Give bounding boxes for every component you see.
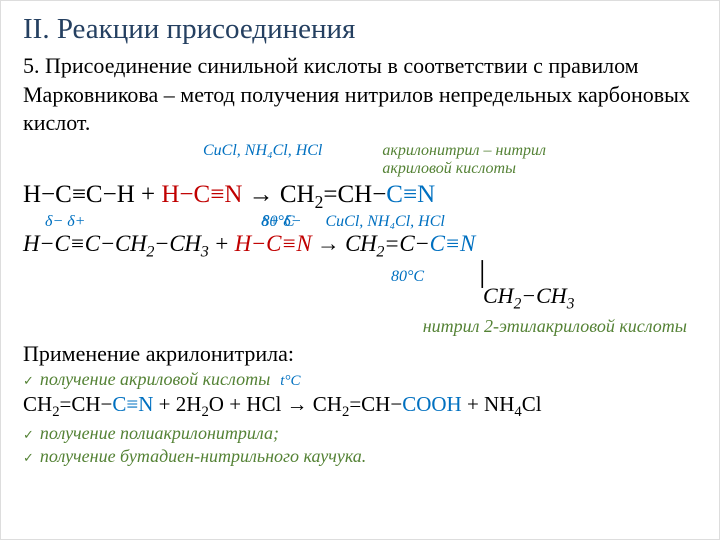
bullet-1-text: получение акриловой кислоты [40, 369, 270, 390]
eq2-plus: + [208, 231, 234, 256]
product-label-1b: акриловой кислоты [382, 160, 516, 177]
check-icon: ✓ [23, 427, 34, 443]
product-label-1a: акрилонитрил – нитрил [382, 142, 546, 159]
eq1-prod-eq: ≡ [403, 181, 417, 208]
bullet-3: ✓ получение бутадиен-нитрильного каучука… [23, 446, 697, 467]
eq1-hcn-h: H− [161, 181, 193, 208]
eq3-n: N [138, 392, 153, 416]
check-icon: ✓ [23, 450, 34, 466]
eq3-cl: Cl [522, 392, 542, 416]
eq2-s2b: 2 [376, 243, 384, 260]
catalyst-2: CuCl, NH₄Cl, HCl [325, 213, 444, 231]
eq1-prod-c: C [386, 181, 403, 208]
slide-title: II. Реакции присоединения [23, 13, 697, 46]
eq1-hcn-c: C [194, 181, 211, 208]
eq1-reactant: H−C≡C−H + [23, 181, 161, 208]
bullet-2: ✓ получение полиакрилонитрила; [23, 423, 697, 444]
product-name-2: нитрил 2-этилакриловой кислоты [23, 316, 687, 337]
eq1-hcn-n: N [224, 181, 242, 208]
eq2-prod-eq: ≡ [445, 231, 460, 256]
eq1-prod-n: N [417, 181, 435, 208]
conditions-row-1: CuCl, NH₄Cl, HCl акрилонитрил – нитрил а… [23, 142, 697, 179]
eq3-tail: + NH [462, 392, 515, 416]
product-label-1: акрилонитрил – нитрил акриловой кислоты [382, 142, 546, 179]
eq2-prod-c: C [430, 231, 445, 256]
deltas-left: δ− δ+ [45, 213, 85, 231]
eq3-c: C [112, 392, 126, 416]
subtitle: 5. Присоединение синильной кислоты в соо… [23, 52, 697, 138]
eq3-m2: =CH− [349, 392, 402, 416]
eq3-cooh: COOH [402, 392, 462, 416]
eq2-prod-n: N [460, 231, 475, 256]
bullet-1: ✓ получение акриловой кислоты t°C [23, 369, 697, 390]
eq2-eqch: =C− [384, 231, 429, 256]
eq3-s2b: 2 [201, 404, 208, 420]
equation-3: CH2=CH−C≡N + 2H2O + HCl → CH2=CH−COOH + … [23, 392, 697, 421]
bullet-3-text: получение бутадиен-нитрильного каучука. [40, 446, 366, 467]
catalyst-1: CuCl, NH₄Cl, HCl [203, 142, 322, 179]
eq3-s2a: 2 [52, 404, 59, 420]
temp-condition: t°C [280, 373, 300, 390]
bullet-2-text: получение полиакрилонитрила; [40, 423, 279, 444]
application-title: Применение акрилонитрила: [23, 341, 697, 367]
eq3-l: CH [23, 392, 52, 416]
eq3-o: O + HCl → CH [209, 392, 342, 416]
eq2-m1: −CH [154, 231, 201, 256]
check-icon: ✓ [23, 373, 34, 389]
deltas-right: δ+ δ− [261, 213, 301, 231]
eq1-mid: =CH− [323, 181, 386, 208]
eq2-hcn-c: C [266, 231, 281, 256]
branch-s3: 3 [567, 296, 575, 313]
eq1-hcn-eq: ≡ [210, 181, 224, 208]
eq3-m1: =CH− [60, 392, 113, 416]
product-branch: CH2−CH3 [483, 283, 697, 313]
eq2-arrow: → CH [311, 231, 376, 256]
eq3-plus1: + 2H [153, 392, 201, 416]
eq1-arrow: → CH [242, 181, 314, 208]
eq2-hcn-eq: ≡ [281, 231, 296, 256]
eq2-s2a: 2 [146, 243, 154, 260]
branch-dash: −CH [521, 283, 566, 308]
branch-ch2: CH [483, 283, 514, 308]
eq3-s4: 4 [514, 404, 521, 420]
eq2-hcn-n: N [296, 231, 311, 256]
eq3-eq: ≡ [126, 392, 138, 416]
eq2-hcn-h: H− [235, 231, 267, 256]
equation-2: H−C≡C−CH2−CH3 + H−C≡N → CH2=C−C≡N [23, 231, 697, 262]
temp-2: 80°C [391, 268, 424, 286]
equation-1: H−C≡C−H + H−C≡N → CH2=CH−C≡N [23, 181, 697, 213]
eq2-l: H−C≡C−CH [23, 231, 146, 256]
tiny-row-2: δ+ δ− CuCl, NH₄Cl, HCl [23, 213, 697, 231]
